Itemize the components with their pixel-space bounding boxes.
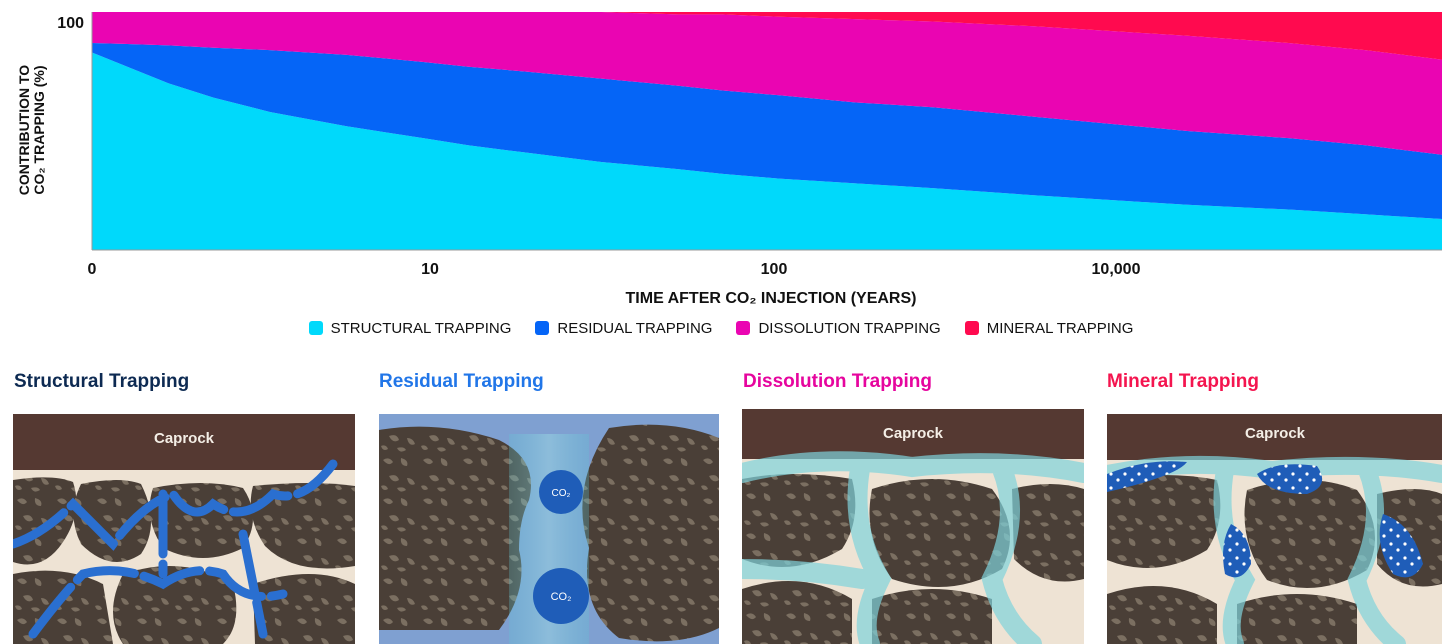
mineral-trapping-illustration: Caprock: [1107, 414, 1442, 644]
x-axis-title: TIME AFTER CO₂ INJECTION (YEARS): [626, 290, 917, 307]
legend-swatch: [964, 321, 979, 335]
y-tick-label: 100: [57, 15, 84, 32]
legend-item-residual: RESIDUAL TRAPPING: [535, 320, 712, 337]
area-series-mineral-trapping: [92, 12, 1442, 60]
legend-item-dissolution: DISSOLUTION TRAPPING: [736, 319, 941, 337]
x-tick-label: 10: [421, 261, 439, 278]
panel-title-mineral: Mineral Trapping: [1107, 371, 1260, 392]
panel-residual-illustration: CO₂ CO₂: [379, 414, 719, 644]
legend-swatch: [736, 321, 751, 335]
stacked-area-chart: 100 0 10 100 10,000 TIME AFTER CO₂ INJEC…: [57, 12, 1442, 307]
panel-mineral-illustration: Caprock: [1107, 414, 1442, 644]
co2-bubble-label: CO₂: [552, 488, 571, 499]
legend-item-mineral: MINERAL TRAPPING: [964, 319, 1134, 337]
legend-label: STRUCTURAL TRAPPING: [330, 319, 512, 337]
legend-label: RESIDUAL TRAPPING: [557, 319, 713, 337]
panel-title-dissolution: Dissolution Trapping: [743, 371, 932, 392]
legend-label: MINERAL TRAPPING: [986, 319, 1134, 337]
legend-swatch: [308, 321, 323, 335]
panel-structural-illustration: Caprock: [13, 414, 355, 644]
area-series-structural-trapping: [92, 52, 1442, 251]
dissolution-trapping-illustration: Caprock: [742, 409, 1084, 644]
y-axis-title: CONTRIBUTION TO CO₂ TRAPPING (%): [10, 10, 54, 250]
co2-bubble-label: CO₂: [551, 591, 572, 603]
legend-label: DISSOLUTION TRAPPING: [758, 319, 941, 337]
area-series-residual-trapping: [92, 42, 1442, 220]
panel-title-residual: Residual Trapping: [379, 371, 544, 392]
x-tick-label: 100: [761, 261, 788, 278]
legend-swatch: [535, 321, 550, 335]
structural-trapping-illustration: Caprock: [13, 414, 355, 644]
caprock-label: Caprock: [1245, 425, 1306, 442]
caprock-label: Caprock: [883, 425, 944, 442]
panel-title-structural: Structural Trapping: [14, 371, 190, 392]
panel-dissolution-illustration: Caprock: [742, 409, 1084, 644]
area-series-group: [92, 12, 1442, 251]
residual-trapping-illustration: CO₂ CO₂: [379, 414, 719, 644]
x-tick-label: 10,000: [1092, 261, 1141, 278]
x-tick-label: 0: [88, 261, 97, 278]
legend-item-structural: STRUCTURAL TRAPPING: [308, 319, 512, 337]
chart-legend: STRUCTURAL TRAPPING RESIDUAL TRAPPING DI…: [0, 318, 1442, 338]
area-series-dissolution-trapping: [92, 12, 1442, 155]
y-axis-title-line2: CO₂ TRAPPING (%): [31, 65, 47, 195]
caprock-label: Caprock: [154, 430, 215, 447]
y-axis-title-line1: CONTRIBUTION TO: [16, 64, 32, 196]
